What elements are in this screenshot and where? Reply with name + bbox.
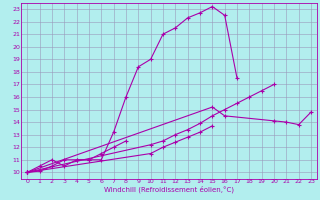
X-axis label: Windchill (Refroidissement éolien,°C): Windchill (Refroidissement éolien,°C) (104, 186, 234, 193)
